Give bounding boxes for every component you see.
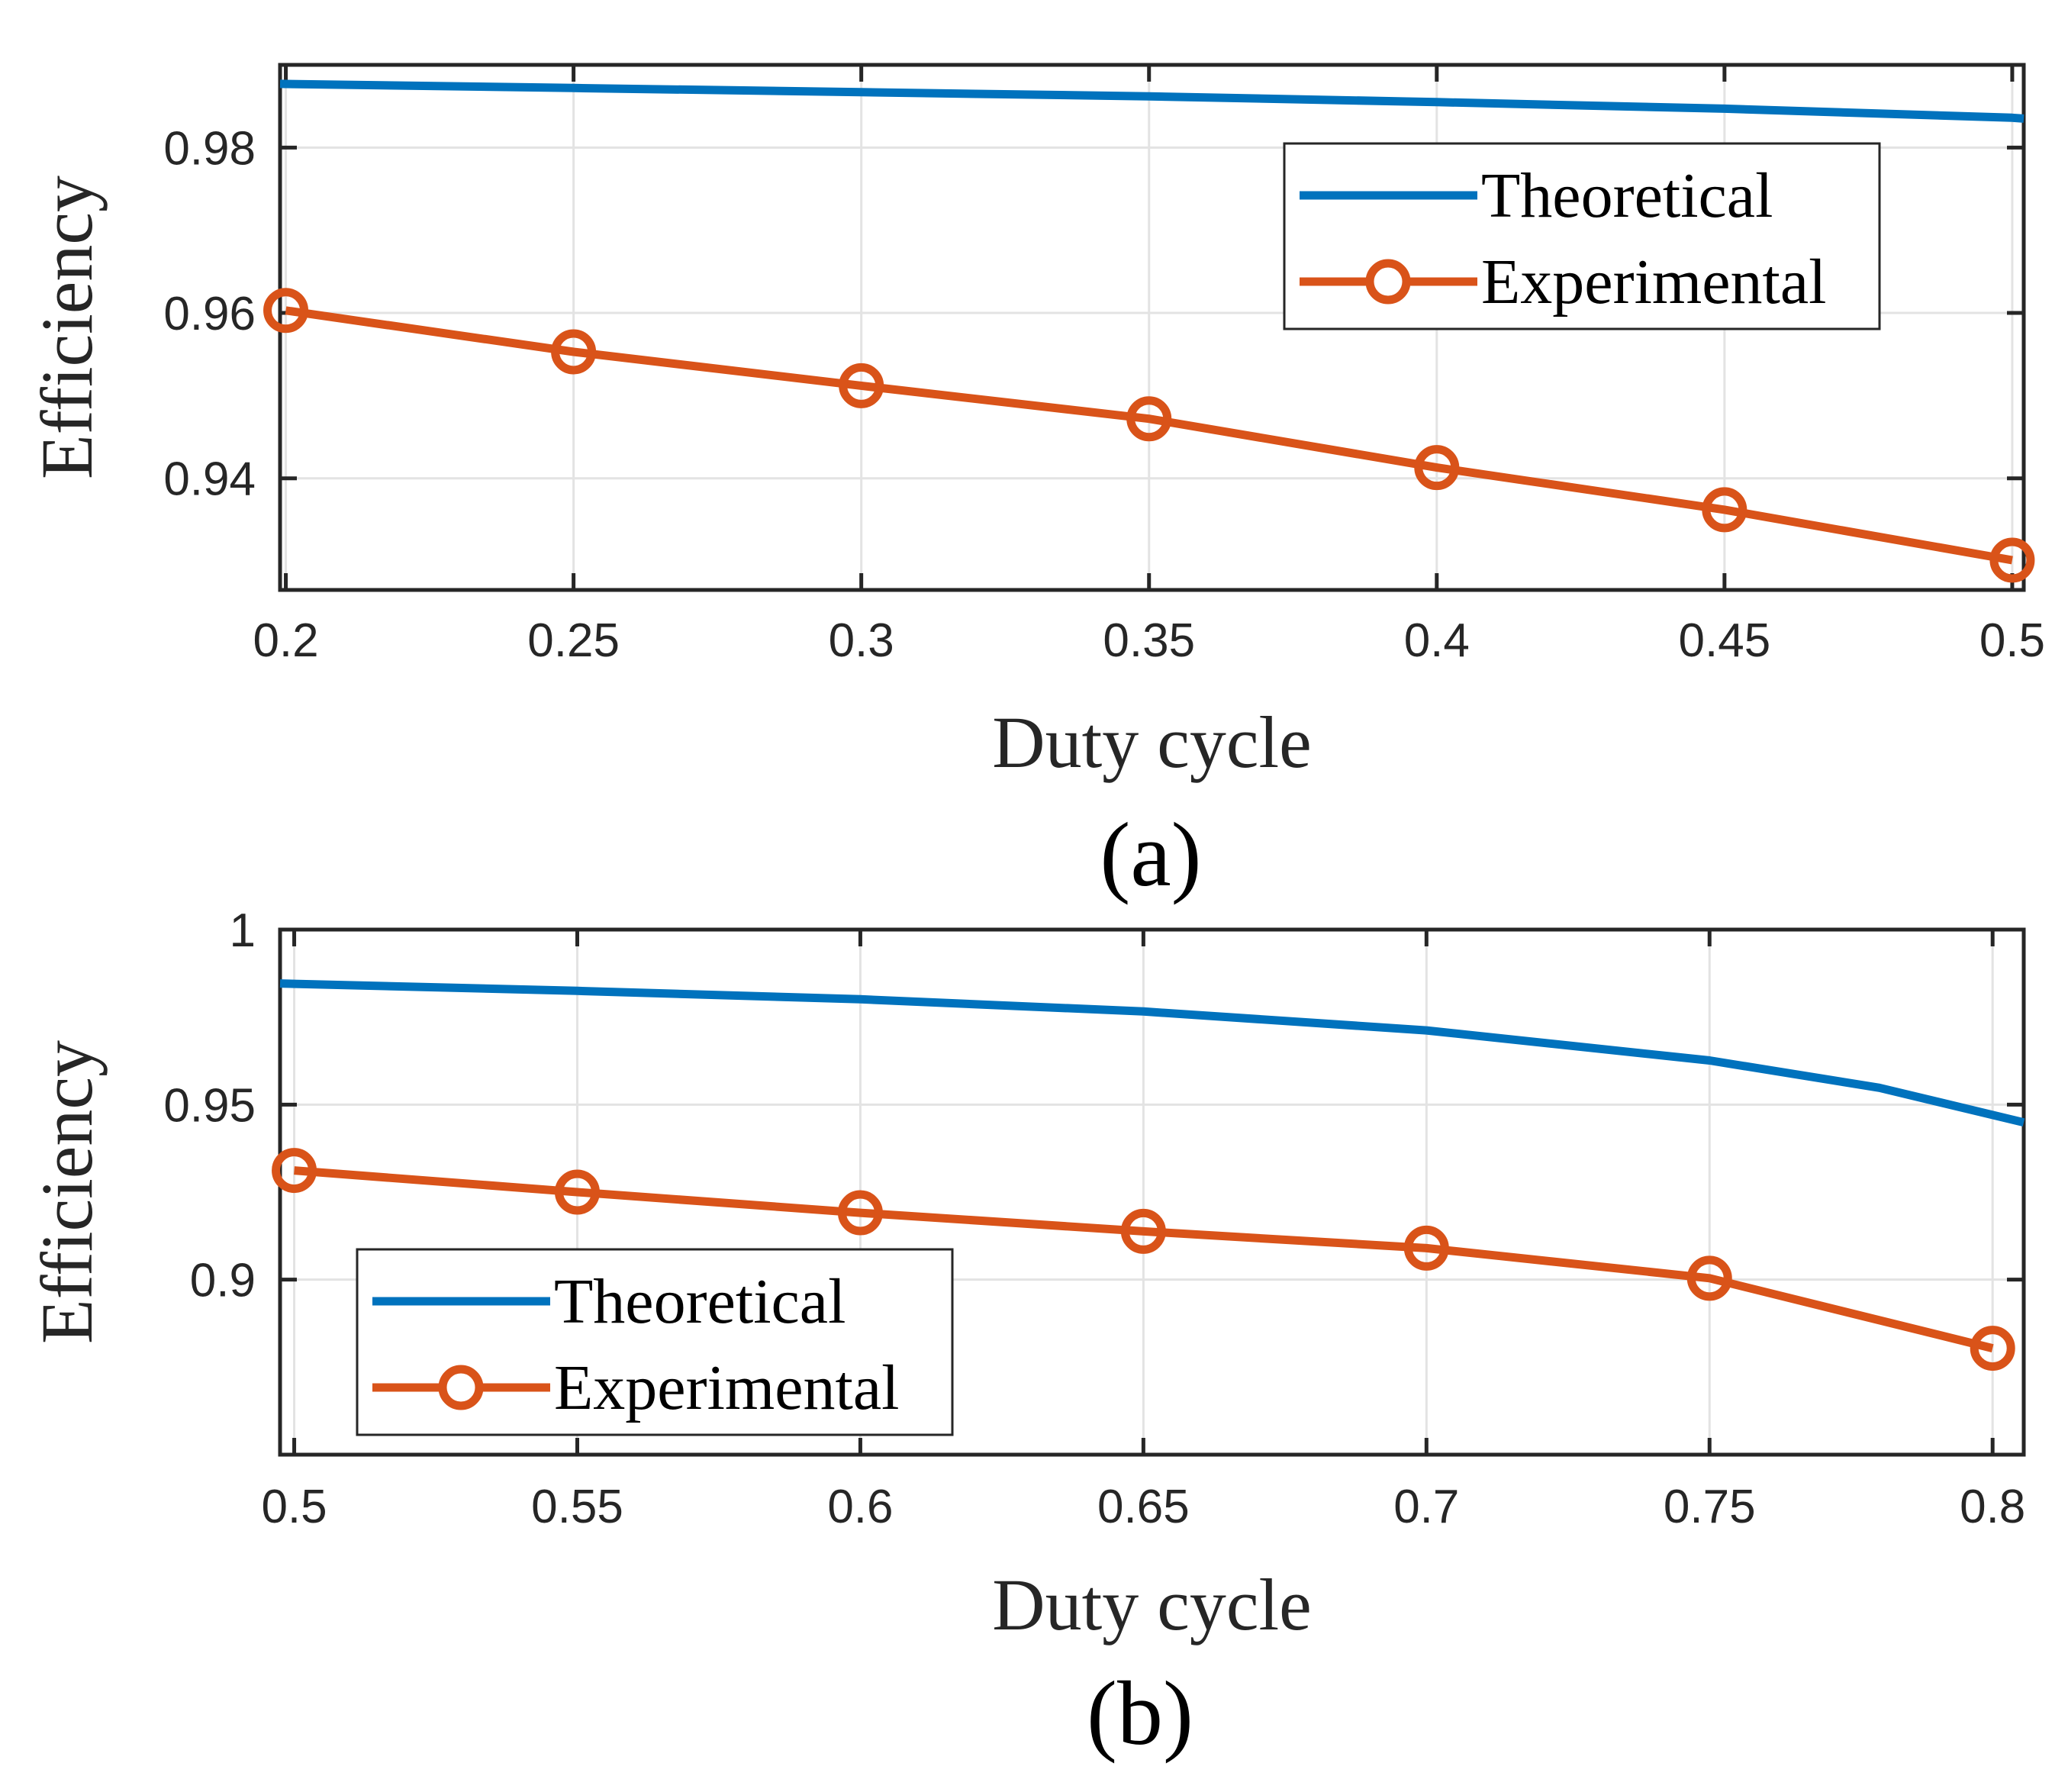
- x-tick-label: 0.45: [1679, 614, 1771, 667]
- series-line-theoretical: [279, 79, 2025, 123]
- x-tick-label: 0.7: [1393, 1481, 1459, 1533]
- legend-label-experimental: Experimental: [554, 1352, 899, 1423]
- y-axis-label: Efficiency: [26, 176, 108, 479]
- data-point-experimental: [1989, 537, 2035, 583]
- y-axis-label: Efficiency: [26, 1040, 108, 1344]
- x-tick-label: 0.2: [253, 614, 318, 667]
- data-point-experimental: [551, 329, 597, 375]
- x-tick-label: 0.8: [1960, 1481, 2025, 1533]
- data-point-experimental: [837, 1190, 883, 1236]
- x-tick-label: 0.35: [1103, 614, 1195, 667]
- y-tick-label: 0.94: [163, 453, 256, 506]
- data-point-experimental: [839, 363, 884, 408]
- series-line-experimental: [285, 306, 2013, 565]
- plot-frame: [278, 927, 2026, 1457]
- chart-caption: (a): [1100, 804, 1201, 905]
- x-tick-label: 0.55: [531, 1481, 623, 1533]
- data-point-experimental: [263, 288, 309, 334]
- legend-marker-experimental: [438, 1365, 484, 1410]
- data-point-experimental: [1126, 396, 1172, 442]
- x-tick-label: 0.3: [829, 614, 894, 667]
- legend-label-theoretical: Theoretical: [554, 1266, 846, 1337]
- data-point-experimental: [554, 1169, 600, 1215]
- series-line-experimental: [294, 1166, 1994, 1352]
- x-tick-label: 0.5: [261, 1481, 327, 1533]
- y-tick-label: 0.9: [190, 1255, 256, 1307]
- x-tick-label: 0.6: [827, 1481, 893, 1533]
- y-tick-label: 0.96: [163, 288, 256, 340]
- data-point-experimental: [272, 1148, 317, 1194]
- data-point-experimental: [1702, 487, 1747, 533]
- data-point-experimental: [1414, 445, 1460, 491]
- y-tick-label: 1: [230, 904, 256, 957]
- chart-b: 0.5 0.55 0.6 0.65 0.7 0.75 0.8 0.9 0.95 1 Theoreti…: [26, 904, 2026, 1764]
- data-point-experimental: [1686, 1255, 1732, 1301]
- x-axis-label: Duty cycle: [992, 1564, 1312, 1645]
- legend-label-theoretical: Theoretical: [1481, 160, 1773, 231]
- x-tick-label: 0.65: [1097, 1481, 1190, 1533]
- chart-a: 0.2 0.25 0.3 0.35 0.4 0.45 0.5 0.94 0.96 0.98 Theo…: [26, 63, 2045, 905]
- y-tick-label: 0.98: [163, 122, 256, 175]
- x-axis-label: Duty cycle: [992, 701, 1312, 783]
- x-tick-label: 0.75: [1664, 1481, 1756, 1533]
- data-point-experimental: [1120, 1208, 1166, 1254]
- y-tick-label: 0.95: [163, 1079, 256, 1132]
- data-point-experimental: [1970, 1326, 2015, 1371]
- x-tick-label: 0.25: [527, 614, 620, 667]
- chart-caption: (b): [1087, 1662, 1193, 1764]
- legend-label-experimental: Experimental: [1481, 247, 1826, 317]
- data-point-experimental: [1403, 1225, 1449, 1271]
- legend-marker-experimental: [1365, 259, 1411, 305]
- series-line-theoretical: [279, 979, 2025, 1127]
- x-tick-label: 0.5: [1979, 614, 2045, 667]
- x-tick-label: 0.4: [1404, 614, 1470, 667]
